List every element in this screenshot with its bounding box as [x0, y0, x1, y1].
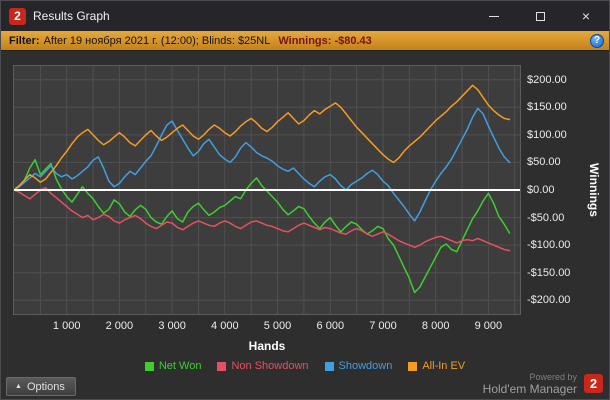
- x-axis-labels: 1 000 2 000 3 000 4 000 5 000 6 000 7 000 8 000…: [14, 320, 520, 334]
- filter-winnings: Winnings: -$80.43: [278, 34, 372, 47]
- powered-by: Powered by Hold'em Manager: [483, 372, 577, 396]
- legend-item-all-in-ev[interactable]: All-In EV: [408, 360, 465, 372]
- y-tick-label: $200.00: [527, 73, 567, 86]
- x-tick-label: 4 000: [211, 320, 239, 332]
- brand-name: Hold'em Manager: [482, 382, 577, 396]
- close-icon: ×: [581, 8, 591, 24]
- legend-item-non-showdown[interactable]: Non Showdown: [217, 360, 309, 372]
- legend-item-showdown[interactable]: Showdown: [324, 360, 393, 372]
- chevron-up-icon: ▲: [15, 383, 22, 390]
- legend-label: Non Showdown: [231, 360, 309, 372]
- legend-swatch-all-in-ev: [408, 361, 418, 371]
- x-tick-label: 2 000: [105, 320, 134, 332]
- y-axis-title: Winnings: [587, 163, 602, 217]
- y-tick-label: $150.00: [527, 101, 567, 114]
- legend-label: All-In EV: [422, 360, 466, 372]
- titlebar[interactable]: 2 Results Graph ×: [1, 1, 609, 31]
- window-controls: ×: [471, 1, 609, 31]
- legend-item-net-won[interactable]: Net Won: [144, 360, 202, 372]
- chart-plot-svg: [14, 66, 520, 314]
- y-axis-labels: $200.00 $150.00 $100.00 $50.00 $0.00 -$50.00 -…: [527, 66, 581, 314]
- y-tick-label: -$150.00: [527, 266, 571, 279]
- series-line-non-showdown: [14, 187, 511, 252]
- y-tick-label: -$100.00: [527, 239, 571, 252]
- y-tick-label: $0.00: [527, 184, 555, 196]
- minimize-button[interactable]: [471, 1, 517, 31]
- x-tick-label: 3 000: [158, 320, 186, 332]
- options-label: Options: [26, 380, 65, 393]
- legend-swatch-net-won: [144, 361, 154, 371]
- powered-by-text: Powered by: [529, 372, 577, 382]
- legend-swatch-showdown: [324, 361, 334, 371]
- maximize-icon: [535, 11, 545, 21]
- chart-plot[interactable]: [13, 65, 521, 315]
- legend: Net Won Non Showdown Showdown All-In EV: [1, 360, 609, 372]
- filter-criteria: After 19 ноября 2021 г. (12:00); Blinds:…: [43, 34, 271, 47]
- x-tick-label: 7 000: [369, 320, 397, 332]
- help-icon[interactable]: ?: [590, 33, 604, 48]
- series-line-net-won: [14, 158, 511, 294]
- filter-label: Filter:: [9, 34, 40, 47]
- series-line-showdown: [14, 107, 511, 222]
- legend-swatch-non-showdown: [217, 361, 227, 371]
- legend-label: Net Won: [158, 360, 202, 372]
- legend-label: Showdown: [338, 360, 393, 372]
- minimize-icon: [489, 15, 499, 17]
- x-tick-label: 6 000: [316, 320, 345, 332]
- filter-bar[interactable]: Filter: After 19 ноября 2021 г. (12:00);…: [1, 31, 609, 51]
- y-tick-label: -$50.00: [527, 211, 565, 224]
- x-tick-label: 5 000: [263, 320, 292, 332]
- graph-content: $200.00 $150.00 $100.00 $50.00 $0.00 -$50.00 -…: [1, 51, 609, 399]
- app-logo-icon: 2: [9, 7, 26, 25]
- series-line-all-in-ev: [14, 84, 511, 191]
- x-tick-label: 8 000: [421, 320, 450, 332]
- x-tick-label: 9 000: [474, 320, 503, 332]
- close-button[interactable]: ×: [563, 1, 609, 31]
- x-tick-label: 1 000: [52, 320, 81, 332]
- x-axis-title: Hands: [248, 339, 286, 353]
- brand-logo-icon: 2: [584, 374, 603, 393]
- y-tick-label: -$200.00: [527, 294, 571, 307]
- y-tick-label: $50.00: [527, 156, 561, 169]
- options-button[interactable]: ▲ Options: [6, 377, 76, 396]
- y-tick-label: $100.00: [527, 128, 567, 141]
- window-title: Results Graph: [33, 9, 110, 23]
- maximize-button[interactable]: [517, 1, 563, 31]
